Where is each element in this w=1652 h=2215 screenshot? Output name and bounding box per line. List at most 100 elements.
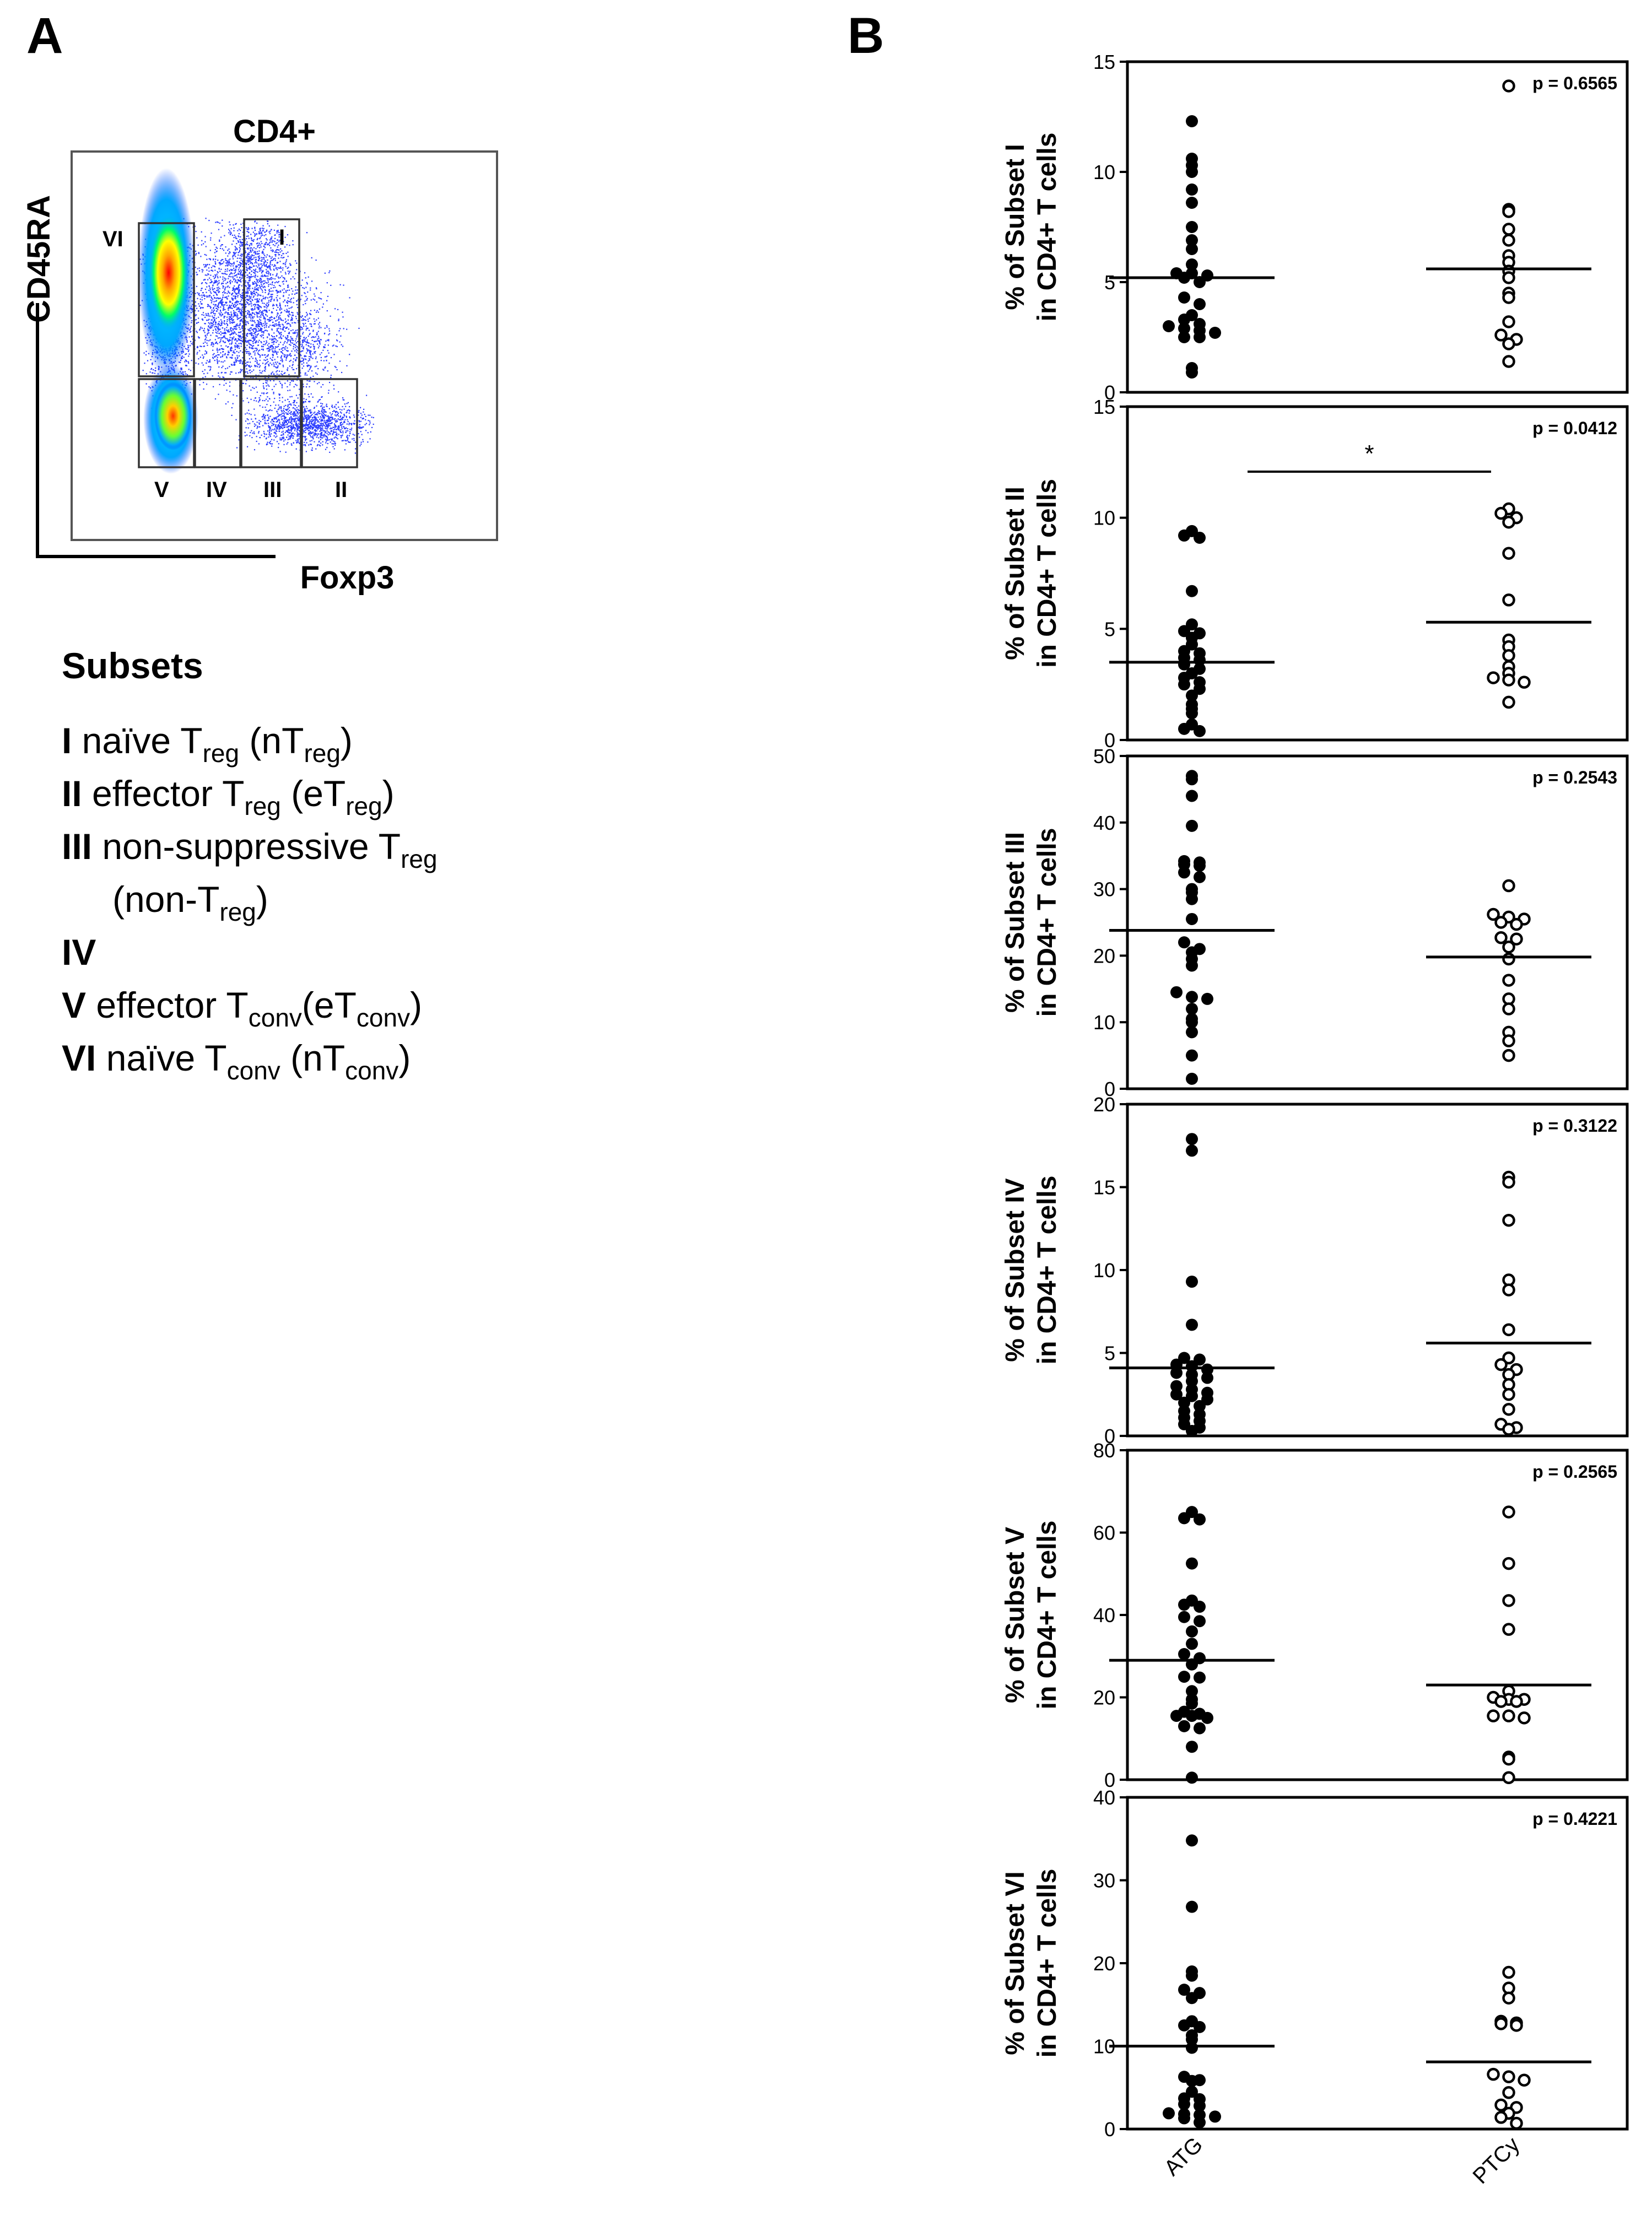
atg-point bbox=[1186, 991, 1198, 1003]
atg-point bbox=[1194, 1400, 1206, 1412]
ptcy-point bbox=[1494, 931, 1508, 944]
atg-point bbox=[1186, 2041, 1198, 2054]
subset-subscript: reg bbox=[244, 792, 281, 820]
subset-row-iii: III non-suppressive Treg bbox=[62, 820, 558, 873]
atg-point bbox=[1186, 1900, 1198, 1913]
ptcy-point bbox=[1494, 2111, 1508, 2124]
atg-point bbox=[1194, 1601, 1206, 1613]
ptcy-point bbox=[1502, 952, 1515, 966]
atg-point bbox=[1178, 1648, 1190, 1661]
significance-star: * bbox=[1364, 440, 1374, 467]
subset-text: ) bbox=[382, 773, 395, 814]
y-axis-label-line2: in CD4+ T cells bbox=[1033, 1869, 1062, 2058]
y-tick-label: 20 bbox=[1093, 944, 1115, 967]
gate-label-iii: III bbox=[263, 478, 282, 502]
gate-label-v: V bbox=[154, 478, 169, 502]
ptcy-point bbox=[1494, 1358, 1508, 1371]
y-axis-label: % of Subset IV bbox=[1001, 1178, 1030, 1362]
subset-row-iv: IV bbox=[62, 926, 558, 979]
y-tick-label: 50 bbox=[1093, 745, 1115, 768]
atg-point bbox=[1186, 1072, 1198, 1085]
atg-point bbox=[1186, 166, 1198, 178]
ptcy-point bbox=[1502, 1213, 1515, 1227]
panel-a-label: A bbox=[26, 8, 63, 64]
atg-point bbox=[1201, 1711, 1213, 1724]
p-value-label: p = 0.2543 bbox=[1532, 768, 1617, 787]
subset-text: (eT bbox=[280, 773, 346, 814]
subset-row-iii-cont: (non-Treg) bbox=[62, 873, 558, 926]
atg-point bbox=[1194, 1615, 1206, 1628]
y-tick-label: 5 bbox=[1104, 1342, 1115, 1365]
atg-point bbox=[1170, 1380, 1183, 1392]
p-value-label: p = 0.6565 bbox=[1532, 73, 1617, 93]
ptcy-point bbox=[1502, 2070, 1515, 2083]
atg-point bbox=[1186, 1710, 1198, 1722]
plot-frame bbox=[1126, 60, 1629, 394]
ptcy-point bbox=[1518, 2073, 1531, 2087]
gate-vi bbox=[138, 222, 195, 377]
ptcy-point bbox=[1502, 515, 1515, 529]
y-axis-label-line2: in CD4+ T cells bbox=[1033, 1176, 1062, 1365]
ptcy-point bbox=[1502, 1557, 1515, 1570]
ptcy-point bbox=[1502, 205, 1515, 218]
ptcy-point bbox=[1502, 1323, 1515, 1337]
gate-v bbox=[138, 378, 195, 468]
y-tick-label: 20 bbox=[1093, 1687, 1115, 1709]
atg-point bbox=[1194, 2099, 1206, 2112]
ptcy-point bbox=[1502, 1388, 1515, 1401]
p-value-label: p = 0.0412 bbox=[1532, 418, 1617, 438]
atg-point bbox=[1178, 936, 1190, 949]
subset-text: ) bbox=[256, 879, 268, 920]
atg-point bbox=[1170, 1366, 1183, 1379]
atg-point bbox=[1186, 2074, 1198, 2087]
atg-point bbox=[1186, 1319, 1198, 1331]
scatter-plot-4: 0 5 10 15 20 % of Subset IV in CD4+ T cells p =… bbox=[1001, 1093, 1629, 1447]
subset-subscript: reg bbox=[202, 739, 240, 768]
ptcy-point bbox=[1502, 940, 1515, 954]
y-tick-label: 40 bbox=[1093, 812, 1115, 834]
ptcy-point bbox=[1502, 1423, 1515, 1436]
atg-point bbox=[1186, 2033, 1198, 2046]
ptcy-point bbox=[1502, 2086, 1515, 2099]
ptcy-point bbox=[1502, 695, 1515, 709]
atg-point bbox=[1194, 2116, 1206, 2128]
atg-point bbox=[1186, 1133, 1198, 1146]
atg-point bbox=[1178, 1512, 1190, 1525]
atg-point bbox=[1178, 1984, 1190, 1996]
atg-point bbox=[1178, 1611, 1190, 1623]
ptcy-point bbox=[1487, 671, 1500, 684]
atg-point bbox=[1178, 322, 1190, 334]
atg-point bbox=[1194, 298, 1206, 310]
subset-text: ) bbox=[398, 1038, 411, 1078]
ptcy-point bbox=[1502, 79, 1515, 93]
atg-point bbox=[1186, 912, 1198, 925]
ptcy-point bbox=[1487, 1709, 1500, 1722]
subset-text: (nT bbox=[239, 720, 304, 761]
y-tick-label: 0 bbox=[1104, 1425, 1115, 1447]
atg-point bbox=[1186, 1375, 1198, 1387]
atg-point bbox=[1186, 1969, 1198, 1982]
subset-numeral: III bbox=[62, 826, 93, 867]
ptcy-point bbox=[1510, 2116, 1523, 2130]
ptcy-point bbox=[1502, 315, 1515, 328]
atg-point bbox=[1201, 1371, 1213, 1384]
y-tick-label: 0 bbox=[1104, 1078, 1115, 1100]
ptcy-point bbox=[1502, 673, 1515, 687]
ptcy-point bbox=[1502, 234, 1515, 247]
subset-text: naïve T bbox=[72, 720, 203, 761]
subset-subscript: conv bbox=[356, 1003, 411, 1032]
y-tick-label: 15 bbox=[1093, 51, 1115, 73]
x-category-label: PTCy bbox=[1469, 2132, 1525, 2189]
ptcy-point bbox=[1502, 1505, 1515, 1519]
subset-text: (nT bbox=[280, 1038, 345, 1078]
subset-subscript: reg bbox=[345, 792, 382, 820]
subset-row-i: I naïve Treg (nTreg) bbox=[62, 714, 558, 767]
atg-point bbox=[1163, 2107, 1175, 2120]
atg-point bbox=[1170, 1388, 1183, 1401]
atg-point bbox=[1186, 689, 1198, 702]
y-axis-label: % of Subset I bbox=[1001, 144, 1030, 310]
subset-text: non-suppressive T bbox=[92, 826, 401, 867]
y-axis-label: % of Subset VI bbox=[1001, 1871, 1030, 2055]
atg-point bbox=[1209, 2110, 1221, 2123]
